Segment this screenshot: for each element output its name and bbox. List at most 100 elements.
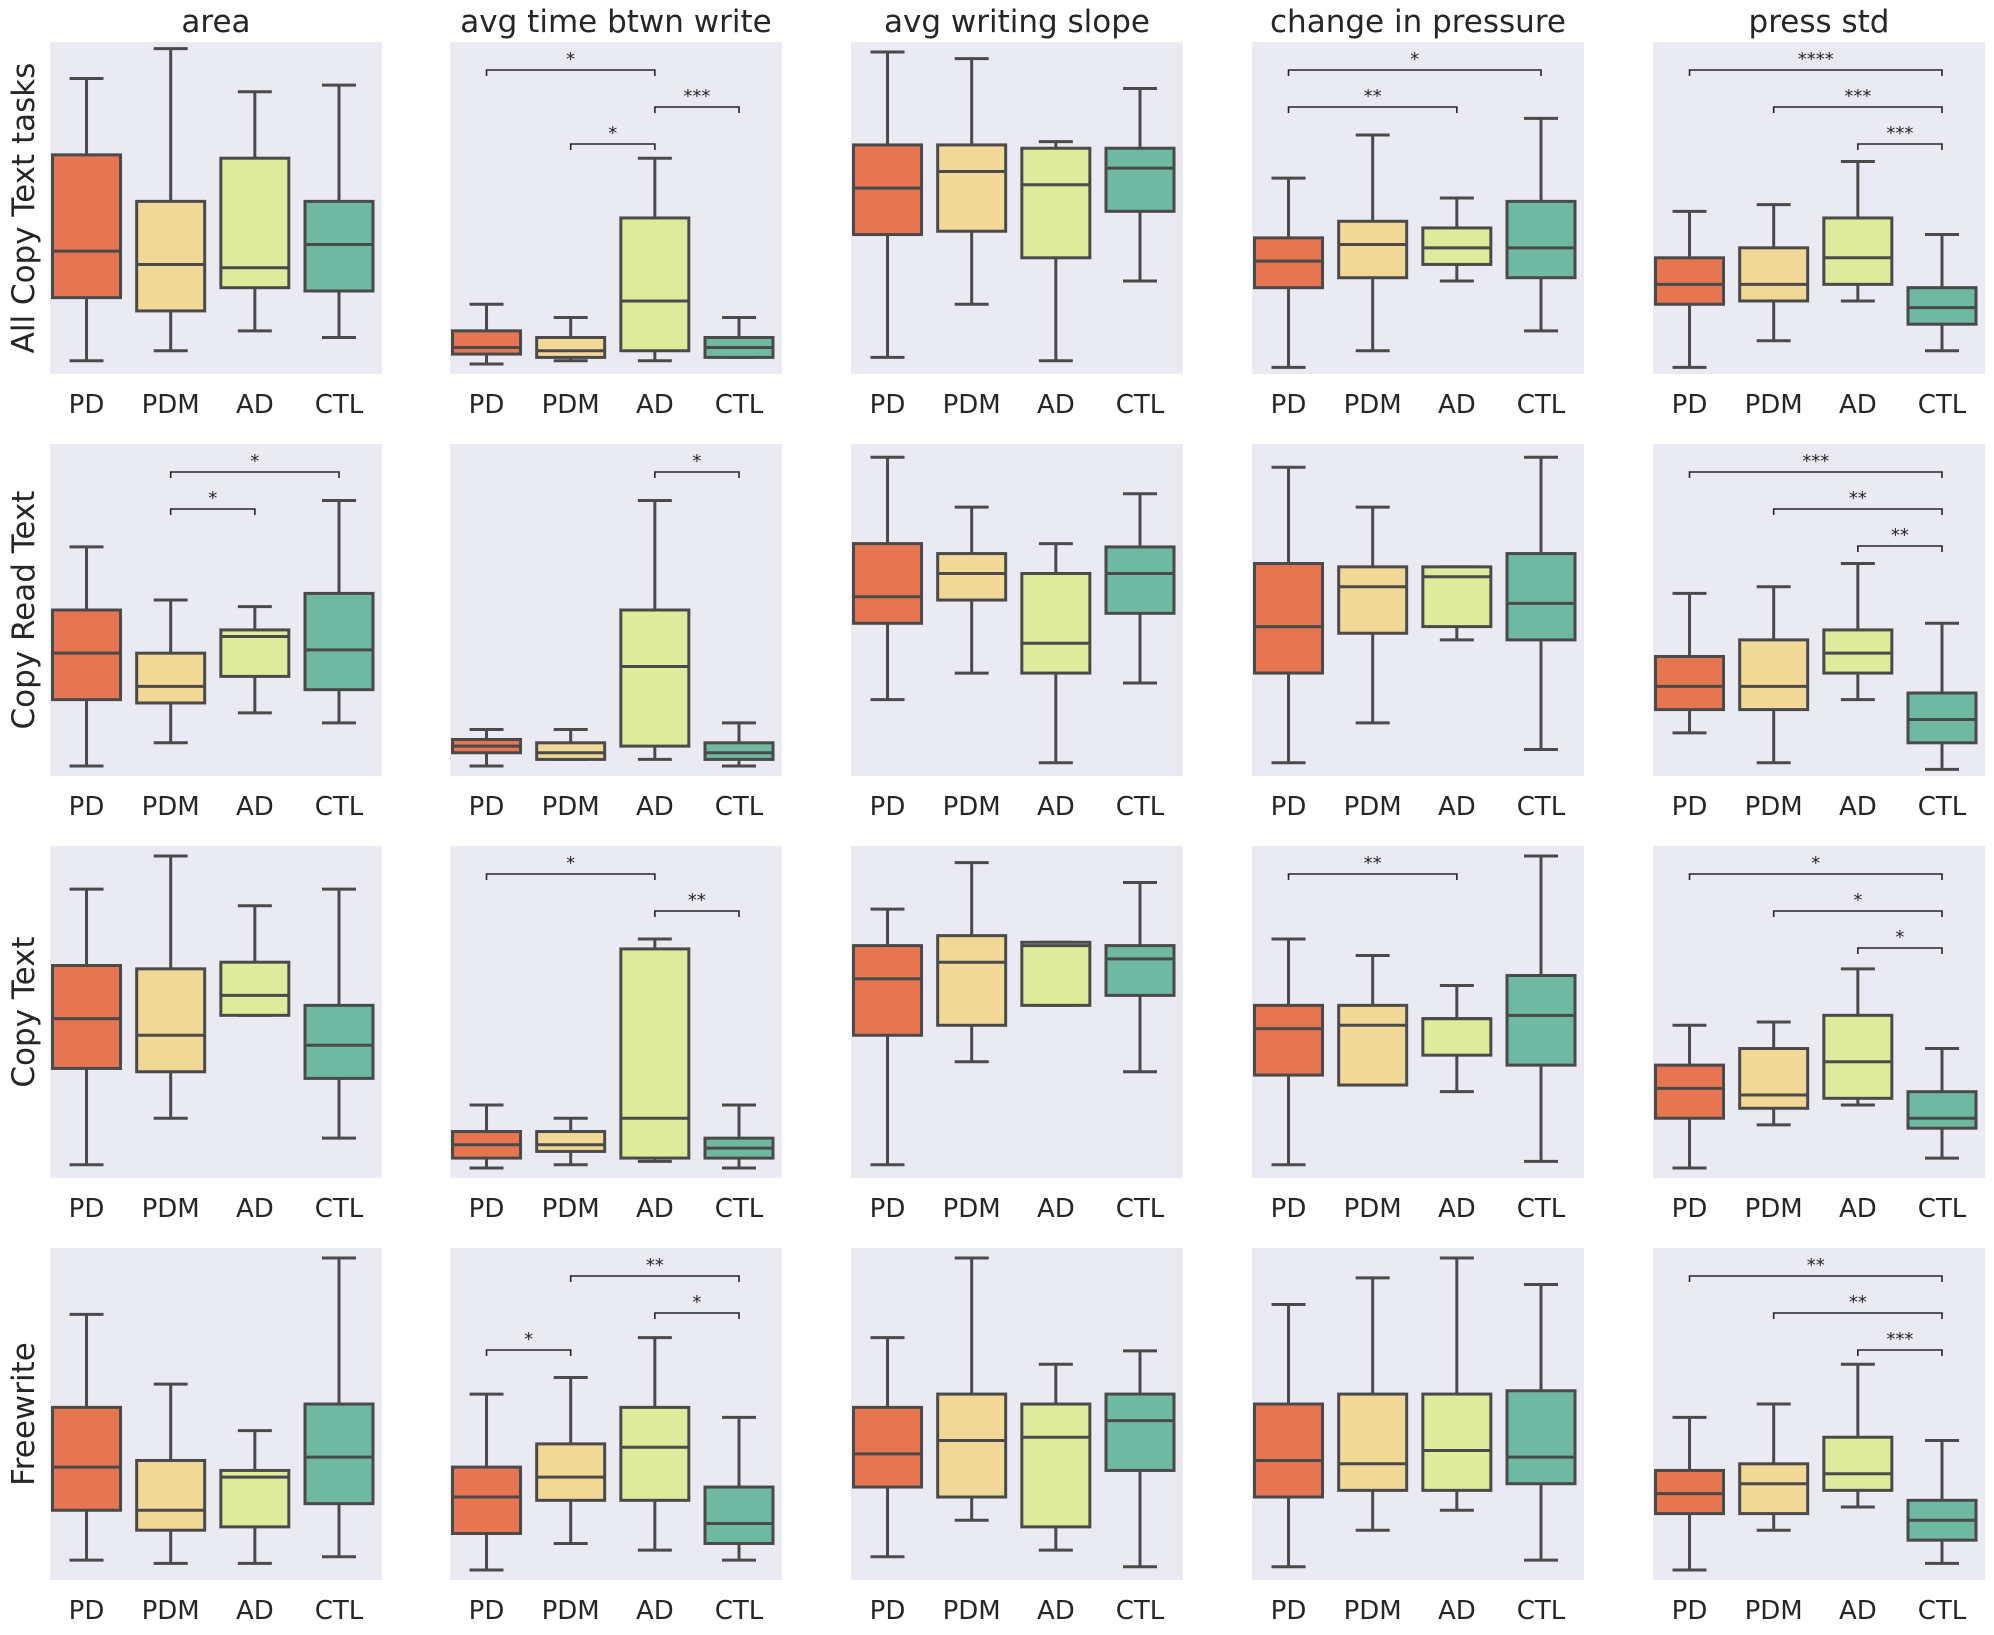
- x-tick-label: CTL: [1918, 390, 1967, 420]
- bracket-line: [654, 471, 740, 478]
- x-tick-label: PDM: [142, 1596, 200, 1626]
- box-ctl: [703, 721, 775, 768]
- x-tick-label: PDM: [142, 792, 200, 822]
- x-tick-label: PDM: [943, 390, 1001, 420]
- iqr-box: [135, 967, 207, 1074]
- box-pdm: [936, 505, 1008, 675]
- row-label-copy-read-text: Copy Read Text: [6, 491, 42, 730]
- x-tick-label: CTL: [1517, 390, 1566, 420]
- box-ad: [1020, 140, 1092, 363]
- panel-freewrite-area: PD PDM AD CTL: [50, 1248, 382, 1626]
- x-tick-label: CTL: [1116, 792, 1165, 822]
- iqr-box: [1505, 199, 1577, 280]
- box-pdm: [936, 861, 1008, 1064]
- bracket-line: [485, 1349, 572, 1356]
- x-tick-label: CTL: [715, 792, 764, 822]
- significance-label: **: [1849, 1292, 1867, 1313]
- row-label-copy-text: Copy Text: [6, 936, 42, 1087]
- significance-label: ***: [1802, 451, 1829, 472]
- iqr-box: [1738, 1047, 1810, 1110]
- bracket-line: [1772, 1312, 1943, 1319]
- box-ctl: [1104, 881, 1176, 1074]
- x-tick-label: AD: [1438, 1596, 1476, 1626]
- significance-label: ***: [1886, 1329, 1913, 1350]
- x-tick-label: PDM: [943, 1194, 1001, 1224]
- significance-label: **: [1849, 488, 1867, 509]
- bracket-line: [1688, 69, 1943, 76]
- panel-copy-text-avg-time-btwn-write: PD PDM AD CTL***: [450, 846, 782, 1224]
- box-pdm: [1738, 1402, 1810, 1532]
- significance-label: *: [208, 488, 217, 509]
- significance-label: *: [1853, 890, 1862, 911]
- box-ctl: [1505, 1283, 1577, 1562]
- iqr-box: [1738, 1462, 1810, 1516]
- x-tick-label: CTL: [1918, 1194, 1967, 1224]
- box-pd: [451, 1392, 523, 1572]
- x-tick-label: PD: [1672, 1194, 1708, 1224]
- iqr-box: [852, 542, 924, 625]
- significance-label: *: [608, 123, 617, 144]
- significance-label: **: [1364, 853, 1382, 874]
- x-tick-label: PDM: [1745, 390, 1803, 420]
- iqr-box: [1253, 562, 1325, 675]
- box-pd: [852, 50, 924, 359]
- box-pdm: [535, 1375, 607, 1545]
- iqr-box: [1906, 286, 1978, 326]
- panel-copy-text-avg-writing-slope: PD PDM AD CTL: [851, 846, 1183, 1224]
- iqr-box: [1906, 691, 1978, 745]
- x-tick-label: AD: [1438, 1194, 1476, 1224]
- box-ctl: [1104, 492, 1176, 685]
- iqr-box: [535, 741, 607, 761]
- significance-label: *: [692, 451, 701, 472]
- x-tick-label: CTL: [315, 792, 364, 822]
- iqr-box: [135, 651, 207, 705]
- iqr-box: [1654, 1063, 1726, 1120]
- x-tick-label: PDM: [943, 792, 1001, 822]
- iqr-box: [936, 143, 1008, 233]
- x-tick-label: AD: [1037, 1194, 1075, 1224]
- iqr-box: [1104, 1392, 1176, 1472]
- box-pdm: [936, 57, 1008, 306]
- significance-bracket: **: [1857, 525, 1943, 552]
- box-pdm: [535, 1116, 607, 1167]
- x-tick-label: PD: [870, 1596, 906, 1626]
- box-pdm: [1337, 505, 1409, 725]
- x-tick-label: PDM: [542, 792, 600, 822]
- x-tick-label: CTL: [715, 390, 764, 420]
- iqr-box: [1822, 216, 1894, 286]
- box-pdm: [135, 598, 207, 745]
- panel-freewrite-avg-time-btwn-write: PD PDM AD CTL****: [450, 1248, 782, 1626]
- box-pdm: [535, 728, 607, 761]
- x-tick-label: PD: [1271, 1596, 1307, 1626]
- iqr-box: [1020, 571, 1092, 675]
- iqr-box: [1253, 236, 1325, 290]
- x-tick-label: PD: [1271, 1194, 1307, 1224]
- box-pdm: [1738, 203, 1810, 343]
- column-title-avg-time-btwn-write: avg time btwn write: [460, 4, 771, 40]
- box-ctl: [1104, 86, 1176, 283]
- bracket-line: [1688, 873, 1943, 880]
- bracket-line: [1688, 1275, 1943, 1282]
- box-ctl: [303, 83, 375, 339]
- x-tick-label: CTL: [315, 390, 364, 420]
- significance-bracket: ***: [1688, 451, 1943, 478]
- box-pd: [51, 77, 123, 363]
- box-pdm: [1337, 954, 1409, 1087]
- iqr-box: [1738, 246, 1810, 303]
- bracket-line: [569, 143, 656, 150]
- iqr-box: [135, 1458, 207, 1532]
- box-ad: [1421, 565, 1493, 642]
- x-tick-label: AD: [1839, 1194, 1877, 1224]
- box-pd: [51, 1312, 123, 1562]
- x-tick-label: PD: [69, 792, 105, 822]
- box-pdm: [936, 1256, 1008, 1522]
- iqr-box: [1421, 226, 1493, 266]
- iqr-box: [219, 1468, 291, 1529]
- iqr-box: [1104, 944, 1176, 997]
- x-tick-label: PDM: [1344, 1596, 1402, 1626]
- x-tick-label: AD: [636, 792, 674, 822]
- bracket-line: [654, 1312, 740, 1319]
- box-pdm: [135, 1382, 207, 1565]
- panel-copy-text-press-std: PD PDM AD CTL * * *: [1653, 846, 1985, 1224]
- iqr-box: [1505, 973, 1577, 1067]
